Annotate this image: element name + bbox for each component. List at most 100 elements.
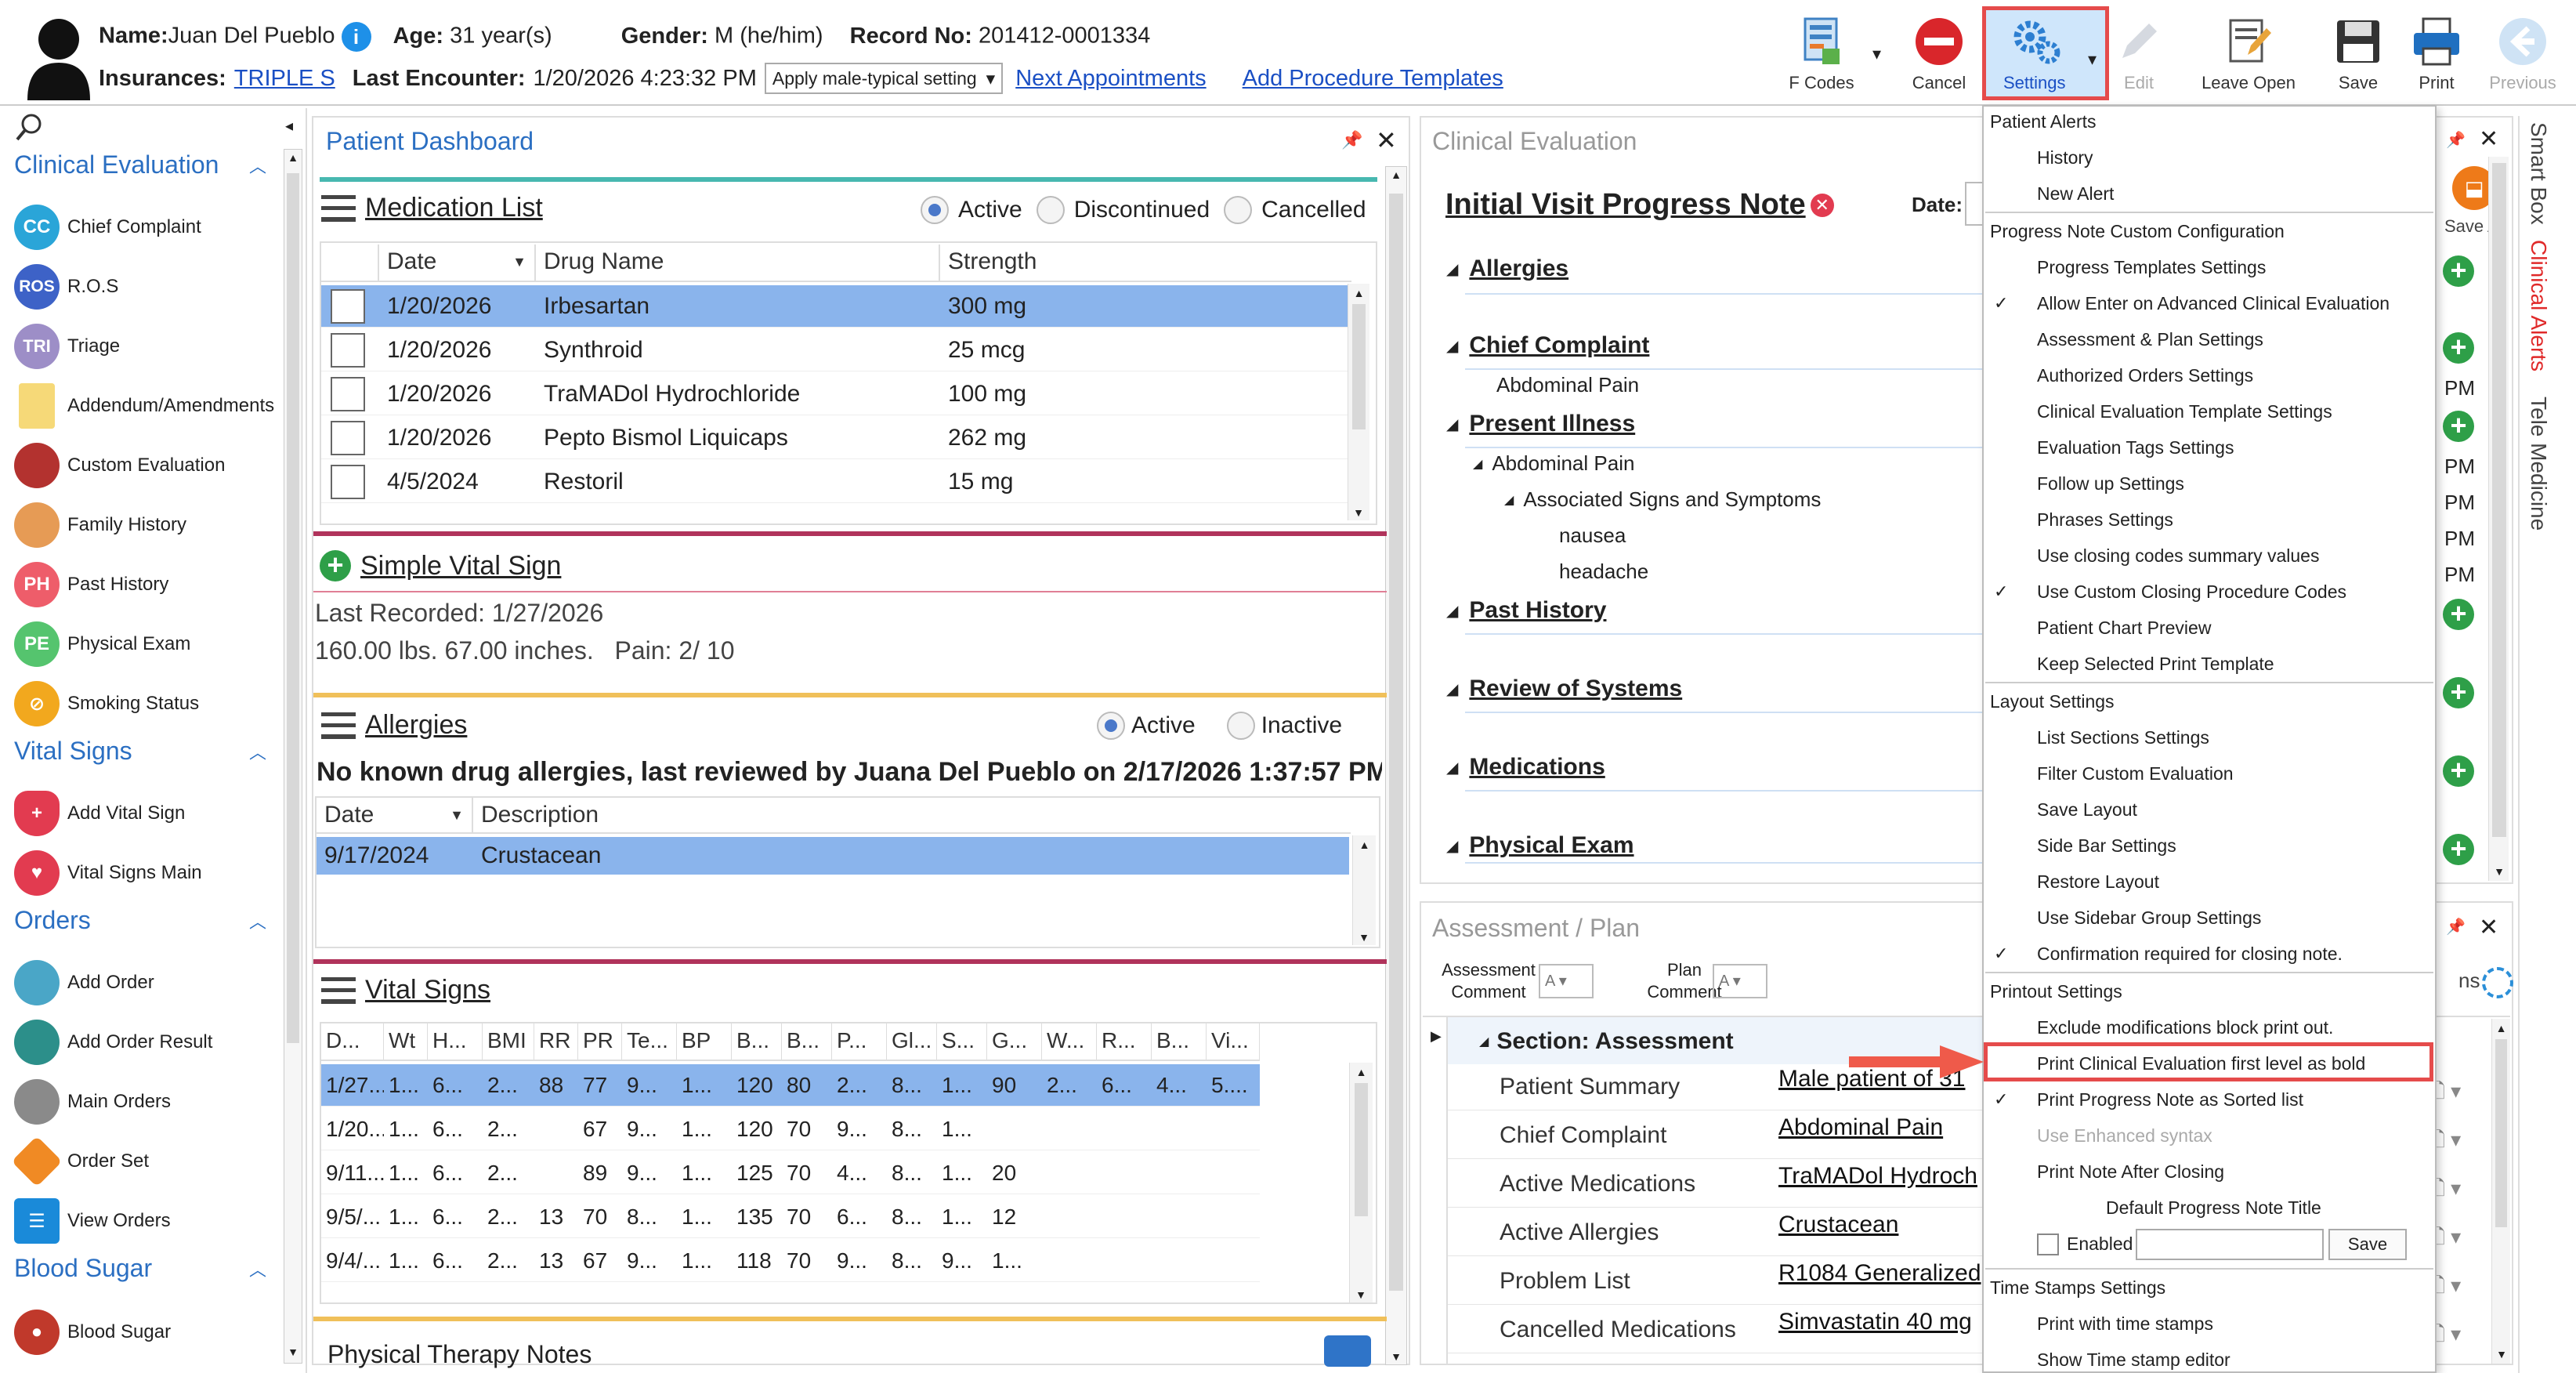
menu-item[interactable]: Follow up Settings: [2037, 473, 2184, 494]
pin-icon[interactable]: 📌: [2446, 918, 2466, 936]
assessment-section-header[interactable]: ◢ Section: Assessment: [1479, 1028, 1734, 1054]
pin-icon[interactable]: 📌: [1341, 130, 1363, 150]
radio-discontinued[interactable]: [1036, 196, 1065, 224]
assessment-row-value[interactable]: Simvastatin 40 mg: [1778, 1309, 1972, 1335]
med-grid-scrollbar[interactable]: ▲ ▼: [1348, 284, 1369, 520]
refresh-icon[interactable]: [2482, 967, 2513, 998]
vitals-col-header[interactable]: B...: [732, 1023, 782, 1060]
table-row[interactable]: 1/27... 1... 6... 2... 88 77 9... 1... 120 80 2...…: [321, 1064, 1260, 1107]
vitals-col-header[interactable]: BMI: [483, 1023, 534, 1060]
menu-item[interactable]: Patient Chart Preview: [2037, 618, 2212, 638]
vitals-col-header[interactable]: R...: [1097, 1023, 1152, 1060]
tab-tele-medicine[interactable]: Tele Medicine: [2527, 397, 2551, 531]
menu-item[interactable]: Evaluation Tags Settings: [2037, 437, 2234, 458]
leave-open-button[interactable]: Leave Open: [2202, 14, 2296, 100]
close-icon[interactable]: ✕: [1376, 126, 1397, 154]
table-row[interactable]: 4/5/2024 Restoril 15 mg: [321, 461, 1348, 503]
menu-item[interactable]: Save Layout: [2037, 799, 2137, 820]
sidebar-group-orders[interactable]: Orders ︿: [14, 906, 266, 935]
ce-section-allergies[interactable]: ◢ Allergies: [1446, 255, 1568, 282]
previous-button[interactable]: Previous: [2484, 14, 2562, 100]
col-date[interactable]: Date ▼: [317, 798, 473, 832]
ap-scrollbar[interactable]: ▲ ▼: [2491, 1019, 2510, 1364]
sidebar-item-ros[interactable]: ROS R.O.S: [14, 262, 118, 312]
add-icon[interactable]: +: [320, 550, 351, 581]
fcodes-dropdown-icon[interactable]: ▾: [1872, 44, 1882, 63]
row-checkbox[interactable]: [331, 288, 365, 324]
table-row[interactable]: 9/4/... 1... 6... 2... 13 67 9... 1... 118 70 9...…: [321, 1240, 1260, 1282]
menu-item[interactable]: Authorized Orders Settings: [2037, 365, 2254, 386]
sidebar-item-add-vital-sign[interactable]: + Add Vital Sign: [14, 788, 185, 839]
tab-smart-box[interactable]: Smart Box: [2527, 122, 2551, 225]
vitals-col-header[interactable]: BP: [677, 1023, 732, 1060]
dashboard-scrollbar[interactable]: ▲ ▼: [1385, 166, 1407, 1365]
plan-comment-dropdown[interactable]: A ▾: [1713, 964, 1767, 998]
assessment-row-value[interactable]: Abdominal Pain: [1778, 1114, 1944, 1140]
menu-item[interactable]: Show Time stamp editor: [2037, 1349, 2230, 1370]
sidebar-item-past-history[interactable]: PH Past History: [14, 560, 168, 610]
search-icon[interactable]: [14, 111, 45, 143]
insurance-link[interactable]: TRIPLE S: [233, 65, 335, 91]
menu-item[interactable]: New Alert: [2037, 183, 2115, 204]
vitals-col-header[interactable]: G...: [987, 1023, 1042, 1060]
vitals-col-header[interactable]: B...: [1152, 1023, 1207, 1060]
sidebar-item-smoking-status[interactable]: ⊘ Smoking Status: [14, 679, 199, 729]
info-icon[interactable]: i: [341, 22, 371, 52]
menu-item[interactable]: Print with time stamps: [2037, 1313, 2213, 1334]
vitals-col-header[interactable]: B...: [782, 1023, 832, 1060]
vitals-col-header[interactable]: Vi...: [1207, 1023, 1260, 1060]
menu-item[interactable]: Assessment & Plan Settings: [2037, 329, 2263, 350]
assessment-row-value[interactable]: TraMADol Hydroch: [1778, 1163, 1977, 1189]
vitals-col-header[interactable]: Wt: [384, 1023, 428, 1060]
assessment-row-value[interactable]: R1084 Generalized: [1778, 1260, 1981, 1286]
vitals-col-header[interactable]: Te...: [622, 1023, 677, 1060]
menu-item[interactable]: Use Sidebar Group Settings: [2037, 907, 2262, 928]
ce-section-physical-exam[interactable]: ◢ Physical Exam: [1446, 832, 1634, 859]
add-icon[interactable]: +: [2443, 332, 2474, 364]
col-drug[interactable]: Drug Name: [536, 245, 940, 281]
menu-item[interactable]: Use Custom Closing Procedure Codes: [2037, 581, 2347, 602]
tab-clinical-alerts[interactable]: Clinical Alerts: [2527, 240, 2551, 372]
ce-section-present-illness[interactable]: ◢ Present Illness: [1446, 411, 1635, 437]
menu-item[interactable]: Use closing codes summary values: [2037, 545, 2320, 566]
print-button[interactable]: Print: [2397, 14, 2476, 100]
add-icon[interactable]: +: [2443, 599, 2474, 630]
sidebar-item-order-set[interactable]: Order Set: [11, 1136, 149, 1187]
table-row[interactable]: 1/20/2026 Pepto Bismol Liquicaps 262 mg: [321, 417, 1348, 459]
allergies-grid-scrollbar[interactable]: ▲ ▼: [1352, 835, 1376, 945]
add-icon[interactable]: +: [2443, 755, 2474, 787]
close-icon[interactable]: ✕: [2479, 915, 2499, 940]
add-icon[interactable]: +: [2443, 677, 2474, 708]
sidebar-item-triage[interactable]: TRI Triage: [14, 321, 120, 371]
menu-item[interactable]: Confirmation required for closing note.: [2037, 944, 2343, 964]
menu-item[interactable]: Print Clinical Evaluation first level as…: [2037, 1053, 2366, 1074]
hamburger-icon[interactable]: [321, 712, 356, 739]
menu-item[interactable]: Progress Templates Settings: [2037, 257, 2267, 277]
table-row[interactable]: 9/5/... 1... 6... 2... 13 70 8... 1... 135 70 6...…: [321, 1196, 1260, 1238]
sidebar-group-blood-sugar[interactable]: Blood Sugar ︿: [14, 1254, 266, 1283]
add-procedure-templates-link[interactable]: Add Procedure Templates: [1242, 65, 1503, 91]
ce-section-ros[interactable]: ◢ Review of Systems: [1446, 676, 1682, 702]
vitals-col-header[interactable]: H...: [428, 1023, 483, 1060]
table-row[interactable]: 9/17/2024 Crustacean: [317, 837, 1349, 875]
menu-item[interactable]: Keep Selected Print Template: [2037, 654, 2274, 674]
enabled-checkbox[interactable]: [2037, 1234, 2059, 1255]
assoc-item[interactable]: ◢ Associated Signs and Symptoms: [1504, 487, 1822, 511]
save-button[interactable]: Save: [2319, 14, 2397, 100]
menu-item[interactable]: Use Enhanced syntax: [2037, 1125, 2212, 1146]
expand-icon[interactable]: ▶: [1431, 1028, 1442, 1044]
ce-section-past-history[interactable]: ◢ Past History: [1446, 597, 1606, 624]
radio-inactive[interactable]: [1226, 712, 1255, 740]
default-title-save-button[interactable]: Save: [2328, 1229, 2407, 1260]
radio-cancelled[interactable]: [1224, 196, 1253, 224]
table-row[interactable]: 1/20/2026 TraMADol Hydrochloride 100 mg: [321, 373, 1348, 415]
row-checkbox[interactable]: [331, 420, 365, 455]
menu-item[interactable]: Exclude modifications block print out.: [2037, 1017, 2334, 1038]
col-date[interactable]: Date ▼: [379, 245, 536, 281]
radio-active[interactable]: [921, 196, 949, 224]
assessment-comment-dropdown[interactable]: A ▾: [1539, 964, 1594, 998]
sidebar-item-blood-sugar[interactable]: ● Blood Sugar: [14, 1307, 171, 1357]
menu-item[interactable]: Print Note After Closing: [2037, 1161, 2225, 1182]
add-icon[interactable]: +: [2443, 834, 2474, 865]
menu-item[interactable]: Allow Enter on Advanced Clinical Evaluat…: [2037, 293, 2390, 313]
